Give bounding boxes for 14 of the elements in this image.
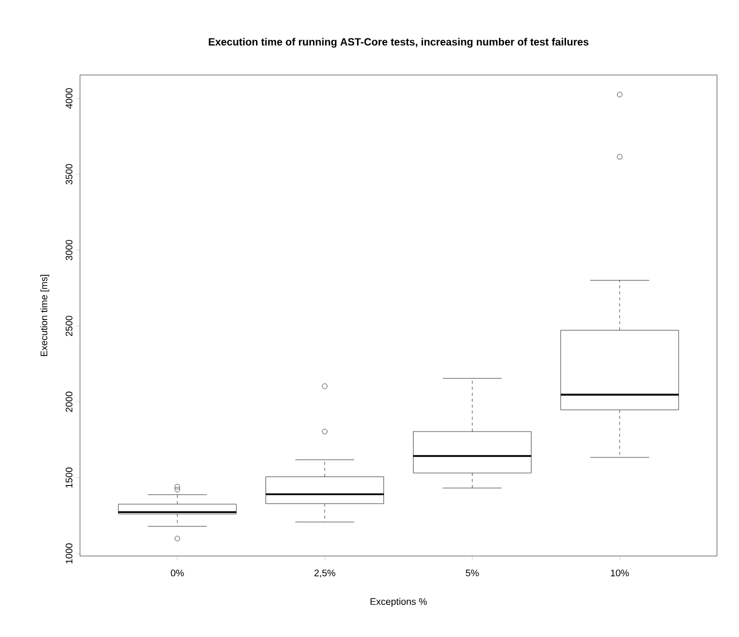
- y-tick-label: 2500: [66, 316, 72, 336]
- x-tick-label: 5%: [466, 570, 479, 576]
- x-tick-label: 0%: [170, 570, 184, 576]
- x-tick-label: 10%: [610, 570, 629, 576]
- y-axis-title: Execution time [ms]: [40, 274, 50, 356]
- x-tick-label: 2,5%: [314, 570, 336, 578]
- y-tick-label: 4000: [66, 88, 72, 109]
- y-tick-label: 1000: [66, 543, 72, 564]
- y-tick-label: 3000: [66, 240, 72, 260]
- y-tick-label: 3500: [66, 164, 72, 184]
- chart-title: Execution time of running AST-Core tests, increasing number of test failures: [208, 38, 588, 48]
- x-axis-title: Exceptions %: [370, 598, 427, 607]
- y-tick-label: 2000: [66, 392, 72, 412]
- y-tick-label: 1500: [66, 468, 72, 488]
